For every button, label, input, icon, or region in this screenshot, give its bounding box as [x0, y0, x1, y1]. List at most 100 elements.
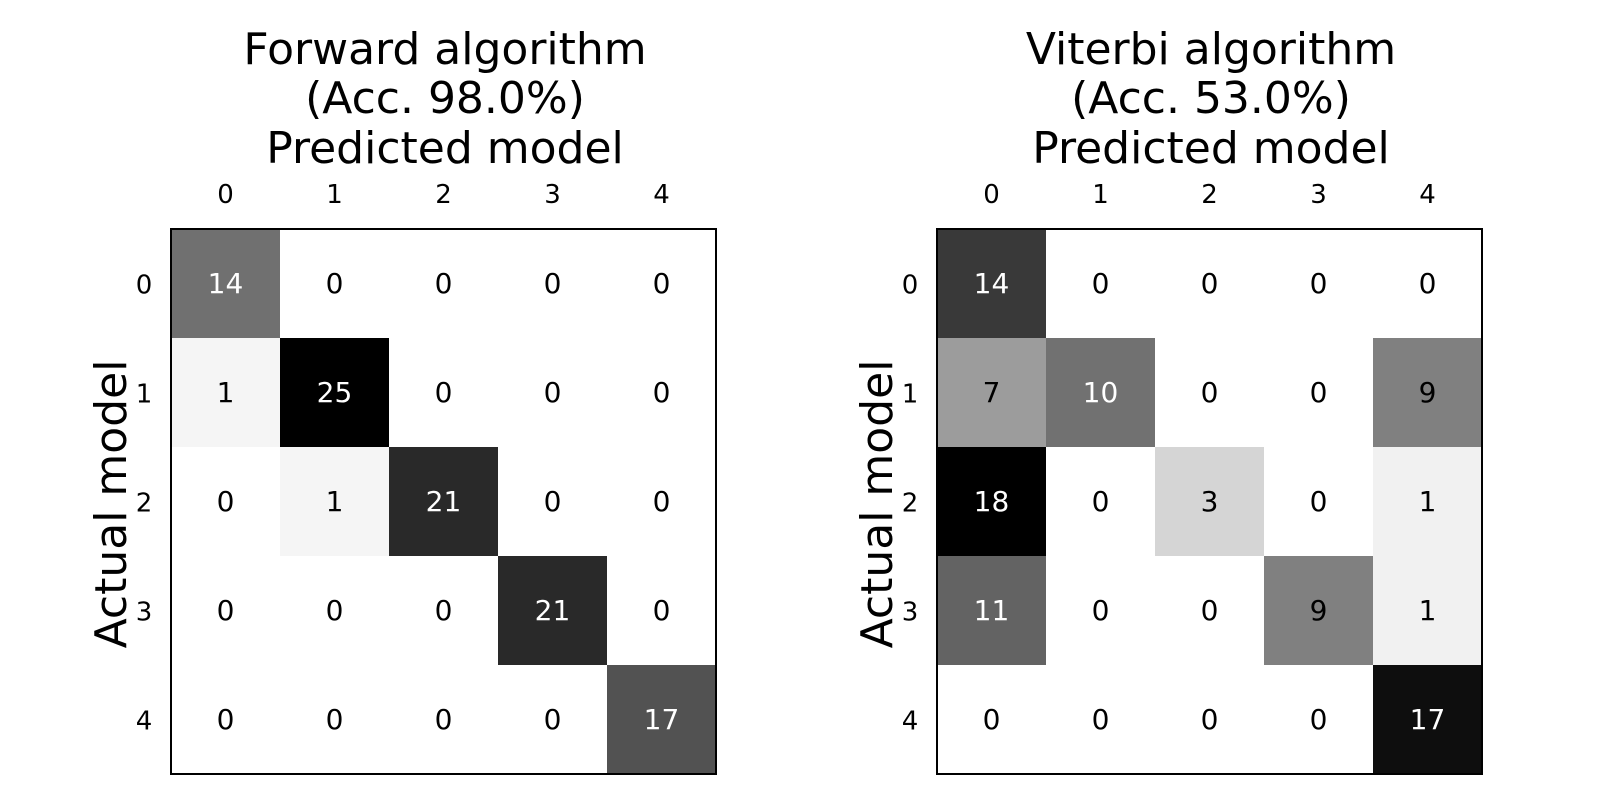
cell-value-label: 0 — [1310, 376, 1328, 409]
heatmap-cell — [280, 556, 389, 665]
cell-value-label: 0 — [1310, 703, 1328, 736]
heatmap-cell — [1155, 447, 1264, 556]
heatmap-cell — [171, 665, 280, 774]
y-tick-label: 4 — [136, 707, 153, 737]
heatmap-cell — [171, 229, 280, 338]
heatmap-cell — [171, 556, 280, 665]
forward-algorithm-panel: Forward algorithm (Acc. 98.0%) Predicted… — [86, 24, 717, 775]
cell-value-label: 17 — [1410, 703, 1446, 736]
heatmap-cell — [937, 338, 1046, 447]
cell-value-label: 0 — [435, 594, 453, 627]
cell-value-label: 0 — [544, 485, 562, 518]
cell-value-label: 0 — [217, 594, 235, 627]
x-tick-label: 4 — [653, 180, 670, 210]
cell-value-label: 0 — [1310, 485, 1328, 518]
y-tick-label: 0 — [902, 271, 919, 301]
heatmap-cell — [1155, 665, 1264, 774]
heatmap-cell — [171, 338, 280, 447]
heatmap-cell — [280, 665, 389, 774]
cell-value-label: 0 — [653, 376, 671, 409]
cell-value-label: 0 — [435, 376, 453, 409]
heatmap-cell — [937, 665, 1046, 774]
x-tick-label: 1 — [326, 180, 343, 210]
heatmap-cell — [607, 338, 716, 447]
heatmap-frame — [170, 228, 717, 775]
x-tick-labels: 0 1 2 3 4 — [983, 180, 1436, 210]
cell-value-label: 11 — [974, 594, 1010, 627]
cell-value-label: 9 — [1310, 594, 1328, 627]
y-tick-label: 1 — [136, 380, 153, 410]
heatmap-cells: 14 0 0 0 0 1 25 0 0 0 0 1 21 0 0 0 0 0 21 0 0 0 0 0 17 — [171, 229, 716, 774]
cell-value-label: 0 — [326, 703, 344, 736]
cell-value-label: 3 — [1201, 485, 1219, 518]
cell-value-label: 0 — [1201, 267, 1219, 300]
heatmap-cell — [498, 338, 607, 447]
cell-value-label: 21 — [426, 485, 462, 518]
heatmap-cell — [1264, 556, 1373, 665]
heatmap-cell — [1046, 556, 1155, 665]
heatmap-cell — [389, 556, 498, 665]
cell-value-label: 1 — [217, 376, 235, 409]
y-tick-label: 0 — [136, 271, 153, 301]
cell-value-label: 0 — [983, 703, 1001, 736]
heatmap-cell — [937, 556, 1046, 665]
heatmap-frame — [936, 228, 1483, 775]
heatmap-cell — [607, 447, 716, 556]
cell-value-label: 0 — [435, 267, 453, 300]
heatmap-cell — [1264, 665, 1373, 774]
cell-value-label: 0 — [544, 267, 562, 300]
heatmap-cell — [1373, 447, 1482, 556]
cell-value-label: 0 — [1310, 267, 1328, 300]
cell-value-label: 0 — [1092, 594, 1110, 627]
cell-value-label: 25 — [317, 376, 353, 409]
heatmap-cell — [607, 665, 716, 774]
cell-value-label: 0 — [326, 594, 344, 627]
viterbi-algorithm-panel: Viterbi algorithm (Acc. 53.0%) Predicted… — [852, 24, 1483, 775]
cell-value-label: 1 — [1419, 594, 1437, 627]
heatmap-cell — [1155, 229, 1264, 338]
y-axis-label: Actual model — [852, 360, 903, 649]
cell-value-label: 7 — [983, 376, 1001, 409]
heatmap-cell — [498, 447, 607, 556]
cell-value-label: 0 — [1201, 594, 1219, 627]
cell-value-label: 0 — [217, 485, 235, 518]
panel-title-line-1: Forward algorithm — [243, 24, 646, 75]
cell-value-label: 10 — [1083, 376, 1119, 409]
y-tick-labels: 0 1 2 3 4 — [136, 271, 153, 737]
heatmap-cell — [280, 338, 389, 447]
heatmap-cell — [1155, 556, 1264, 665]
cell-value-label: 0 — [217, 703, 235, 736]
heatmap-cell — [280, 229, 389, 338]
y-tick-label: 2 — [902, 489, 919, 519]
cell-value-label: 21 — [535, 594, 571, 627]
cell-value-label: 0 — [653, 594, 671, 627]
y-tick-label: 3 — [136, 598, 153, 628]
y-tick-label: 3 — [902, 598, 919, 628]
heatmap-cell — [1264, 447, 1373, 556]
y-tick-labels: 0 1 2 3 4 — [902, 271, 919, 737]
heatmap-cell — [1155, 338, 1264, 447]
heatmap-cell — [389, 665, 498, 774]
heatmap-cell — [937, 229, 1046, 338]
x-axis-label: Predicted model — [266, 123, 624, 174]
y-tick-label: 1 — [902, 380, 919, 410]
heatmap-cell — [498, 556, 607, 665]
y-tick-label: 4 — [902, 707, 919, 737]
cell-value-label: 17 — [644, 703, 680, 736]
x-tick-label: 0 — [983, 180, 1000, 210]
panel-title-line-2: (Acc. 53.0%) — [1071, 73, 1351, 124]
x-tick-label: 3 — [544, 180, 561, 210]
heatmap-cell — [1264, 229, 1373, 338]
heatmap-cell — [1373, 338, 1482, 447]
x-axis-label: Predicted model — [1032, 123, 1390, 174]
heatmap-cell — [389, 229, 498, 338]
x-tick-label: 2 — [1201, 180, 1218, 210]
cell-value-label: 0 — [1092, 703, 1110, 736]
heatmap-cell — [498, 229, 607, 338]
heatmap-cell — [1264, 338, 1373, 447]
x-tick-label: 3 — [1310, 180, 1327, 210]
heatmap-cell — [937, 447, 1046, 556]
heatmap-cells: 14 0 0 0 07 10 0 0 918 0 3 0 111 0 0 9 10 0 0 0 17 — [937, 229, 1482, 774]
y-axis-label: Actual model — [86, 360, 137, 649]
